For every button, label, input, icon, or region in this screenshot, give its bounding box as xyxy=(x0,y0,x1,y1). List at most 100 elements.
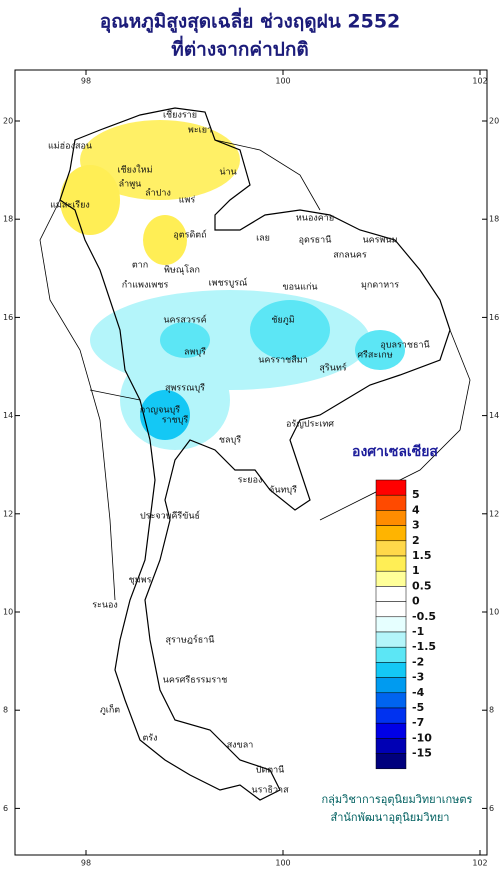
place-label: ขอนแก่น xyxy=(282,283,317,293)
legend-title: องศาเซลเซียส xyxy=(352,444,438,460)
legend-swatch xyxy=(375,707,407,724)
place-label: ระนอง xyxy=(92,601,118,611)
place-label: เชียงราย xyxy=(163,110,197,121)
cool-area xyxy=(355,330,405,370)
place-label: ลพบุรี xyxy=(184,347,206,358)
legend-label: -1 xyxy=(412,625,424,638)
lat-tick-label: 10 xyxy=(489,608,499,617)
legend-swatch xyxy=(375,586,407,602)
warm-area xyxy=(80,120,240,200)
credit: กลุ่มวิชาการอุตุนิยมวิทยาเกษตร xyxy=(322,793,473,806)
legend-swatch xyxy=(375,631,407,648)
place-label: ชัยภูมิ xyxy=(271,315,294,326)
legend-swatch xyxy=(375,525,407,542)
place-label: ตรัง xyxy=(142,734,157,744)
place-label: อุบลราชธานี xyxy=(380,340,429,351)
place-label: กำแพงเพชร xyxy=(122,280,169,291)
place-label: ลำปาง xyxy=(145,188,171,199)
legend-swatch xyxy=(375,646,407,663)
place-label: นครราชสีมา xyxy=(258,355,307,366)
legend-label: -10 xyxy=(412,731,432,744)
place-label: ตาก xyxy=(132,261,148,271)
place-label: ประจวบคีรีขันธ์ xyxy=(140,510,200,522)
place-label: กาญจนบุรี xyxy=(140,405,180,416)
place-label: ปัตตานี xyxy=(256,765,285,776)
legend-label: -0.5 xyxy=(412,610,436,623)
lon-tick-label: 102 xyxy=(472,859,487,868)
place-label: แม่สะเรียง xyxy=(50,200,90,211)
legend-swatch xyxy=(375,570,407,587)
legend-label: 0.5 xyxy=(412,579,432,592)
legend-swatch xyxy=(375,722,407,739)
lon-tick-label: 100 xyxy=(275,77,290,86)
place-label: ศรีสะเกษ xyxy=(357,350,392,361)
lat-tick-label: 6 xyxy=(3,804,8,813)
place-label: เลย xyxy=(256,234,270,244)
border-line xyxy=(39,139,471,601)
place-label: พิษณุโลก xyxy=(164,265,200,276)
cool-area xyxy=(140,390,190,440)
shading xyxy=(60,120,405,450)
place-label: อรัญประเทศ xyxy=(286,420,334,430)
place-label: อุตรดิตถ์ xyxy=(173,229,206,241)
place-label: ลำพูน xyxy=(119,179,142,190)
place-label: ภูเก็ต xyxy=(100,703,120,716)
legend-swatch xyxy=(375,601,407,618)
legend-label: 1.5 xyxy=(412,549,432,562)
warm-area xyxy=(143,215,187,265)
place-label: สุรินทร์ xyxy=(319,362,346,374)
legend-swatch xyxy=(375,479,407,496)
country-outline xyxy=(59,107,451,801)
lat-tick-label: 16 xyxy=(489,313,499,322)
legend-swatch xyxy=(375,692,407,709)
legend-label: -3 xyxy=(412,671,424,684)
lat-tick-label: 16 xyxy=(3,313,13,322)
legend-swatch xyxy=(375,662,407,678)
legend-label: 4 xyxy=(412,503,420,516)
lat-tick-label: 8 xyxy=(489,706,494,715)
place-label: ระยอง xyxy=(238,476,263,486)
place-label: ราชบุรี xyxy=(162,415,189,426)
place-label: แม่ฮ่องสอน xyxy=(48,142,92,152)
place-label: ชลบุรี xyxy=(219,435,241,446)
place-label: นครศรีธรรมราช xyxy=(163,675,228,686)
place-label: มุกดาหาร xyxy=(361,281,399,291)
lat-tick-label: 12 xyxy=(3,509,13,518)
place-label: เชียงใหม่ xyxy=(117,165,152,176)
legend-label: 3 xyxy=(412,519,420,532)
lat-tick-label: 12 xyxy=(489,509,499,518)
lat-tick-label: 18 xyxy=(489,215,499,224)
legend-label: -7 xyxy=(412,716,424,729)
lon-tick-label: 98 xyxy=(81,77,91,86)
lat-tick-label: 10 xyxy=(3,608,13,617)
place-label: นราธิวาส xyxy=(251,785,289,796)
lon-tick-label: 102 xyxy=(472,77,487,86)
place-label: สุพรรณบุรี xyxy=(165,383,205,394)
lon-tick-label: 100 xyxy=(275,859,290,868)
legend-label: -4 xyxy=(412,686,425,699)
place-label: นครพนม xyxy=(362,236,397,246)
cool-area xyxy=(160,322,210,358)
legend-swatch xyxy=(375,738,407,754)
legend-swatch xyxy=(375,677,407,694)
legend-label: 0 xyxy=(412,595,420,608)
place-label: อุดรธานี xyxy=(299,235,332,246)
place-label: แพร่ xyxy=(179,196,196,206)
legend-label: -15 xyxy=(412,747,432,760)
place-label: น่าน xyxy=(219,168,236,178)
place-label: เพชรบูรณ์ xyxy=(209,277,248,289)
legend-label: 1 xyxy=(412,564,420,577)
place-label: ชุมพร xyxy=(129,576,152,586)
place-label: จันทบุรี xyxy=(269,485,297,496)
title: ที่ต่างจากค่าปกติ xyxy=(171,36,308,61)
lat-tick-label: 14 xyxy=(3,411,13,420)
legend-swatch xyxy=(375,494,407,511)
place-label: สุราษฎร์ธานี xyxy=(166,634,215,646)
place-label: นครสวรรค์ xyxy=(163,314,206,326)
legend-swatch xyxy=(375,540,407,557)
place-label: สงขลา xyxy=(227,741,254,751)
place-label: สกลนคร xyxy=(333,251,367,261)
lat-tick-label: 8 xyxy=(3,706,8,715)
cool-area xyxy=(250,300,330,360)
